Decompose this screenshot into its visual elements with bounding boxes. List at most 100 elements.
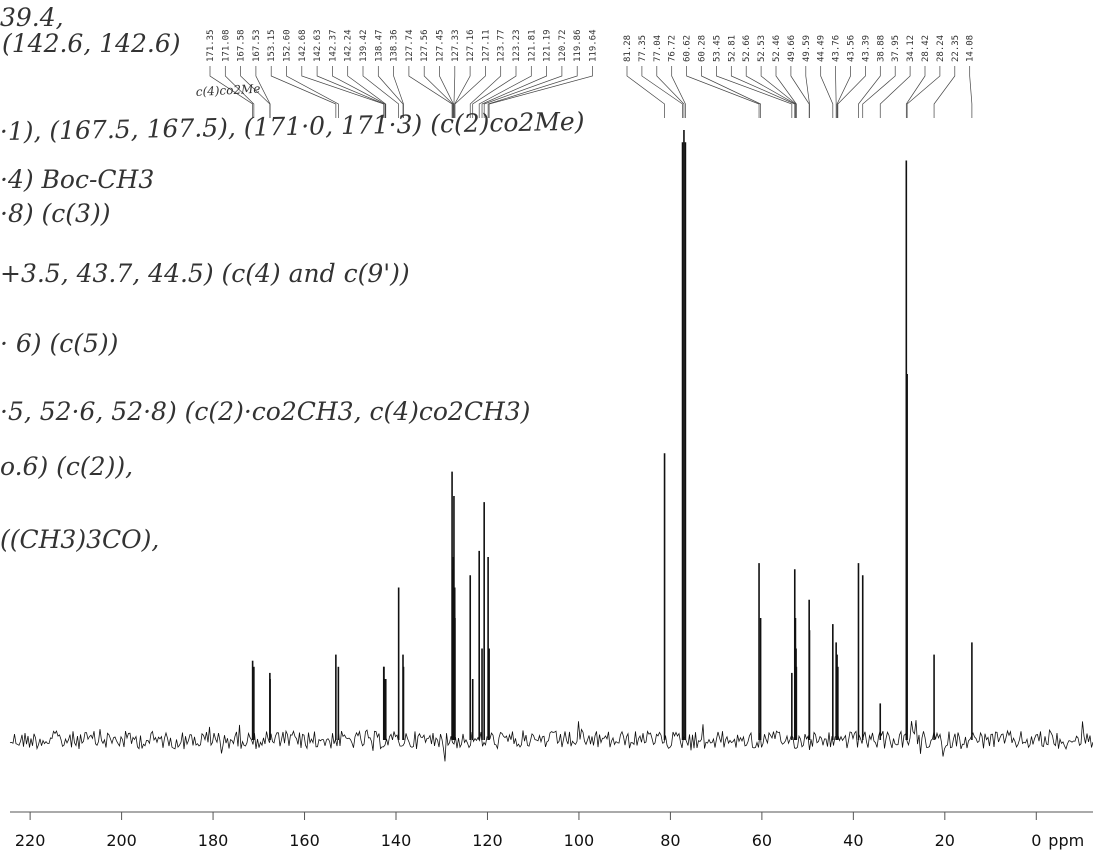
annotation: ·4) Boc-CH3	[0, 165, 154, 194]
peak-leader	[224, 66, 255, 118]
peak-leader	[745, 66, 796, 118]
x-tick-label: 220	[15, 831, 46, 850]
peak-leader	[472, 66, 517, 118]
peak-leader	[347, 66, 387, 118]
annotation: 39.4,	[0, 3, 64, 32]
peak-label: 14.08	[966, 35, 976, 62]
peak-label: 43.76	[832, 35, 842, 62]
peak-leader	[701, 66, 761, 118]
peak-label: 127.74	[405, 29, 415, 62]
peak-leader	[837, 66, 866, 118]
peak-leader	[969, 66, 973, 118]
peak-leader	[439, 66, 454, 118]
peak-leader	[478, 66, 532, 118]
x-tick-label: 80	[660, 831, 680, 850]
x-tick-label: 20	[935, 831, 955, 850]
peak-label: 76.72	[668, 35, 678, 62]
peak-label: 22.35	[951, 35, 961, 62]
peak-label: 152.60	[283, 29, 293, 62]
peak-label: 139.42	[359, 29, 369, 62]
peak-leader	[483, 66, 563, 118]
peak-label: 153.15	[267, 29, 277, 62]
peak-label: 127.16	[466, 29, 476, 62]
peak-label: 28.24	[936, 35, 946, 62]
x-tick-label: 140	[381, 831, 412, 850]
peak-leader	[377, 66, 404, 118]
peak-label: 60.28	[698, 35, 708, 62]
annotation: ·1), (167.5, 167.5), (171·0, 171·3) (c(2…	[0, 107, 585, 146]
x-tick-label: 160	[289, 831, 320, 850]
x-tick-label: 0	[1031, 831, 1041, 850]
peak-leader	[469, 66, 502, 118]
annotation: o.6) (c(2)),	[0, 452, 133, 481]
peak-label: 37.95	[891, 35, 901, 62]
peak-label: 119.64	[589, 29, 599, 62]
peak-label: 121.19	[543, 29, 553, 62]
peak-label: 52.81	[727, 35, 737, 62]
peak-leader	[905, 66, 926, 118]
peak-label: 81.28	[623, 35, 633, 62]
x-tick-label: 40	[843, 831, 863, 850]
peak-label: 77.35	[638, 35, 648, 62]
peak-label: 167.58	[237, 29, 247, 62]
x-tick-label: 180	[198, 831, 229, 850]
peak-label: 34.12	[906, 35, 916, 62]
peak-leader	[858, 66, 881, 118]
annotation: (142.6, 142.6)	[2, 29, 181, 58]
peak-label: 119.86	[573, 29, 583, 62]
peak-leader	[836, 66, 851, 118]
peak-leader	[453, 66, 456, 118]
peak-label: 142.37	[328, 29, 338, 62]
annotation: · 6) (c(5))	[0, 329, 118, 358]
peak-leader	[641, 66, 683, 118]
baseline-noise	[9, 720, 1093, 762]
peak-label: 52.53	[757, 35, 767, 62]
x-tick-label: 60	[752, 831, 772, 850]
peak-label: 49.59	[802, 35, 812, 62]
peak-label: 52.46	[772, 35, 782, 62]
peak-label: 142.24	[344, 29, 354, 62]
peak-label: 138.36	[390, 29, 400, 62]
peak-label: 53.45	[712, 35, 722, 62]
peak-leader	[408, 66, 453, 118]
peak-label: 44.49	[817, 35, 827, 62]
peak-leader	[730, 66, 796, 118]
peak-leader	[656, 66, 685, 118]
peak-label: 142.68	[298, 29, 308, 62]
peak-label: 52.66	[742, 35, 752, 62]
peak-leader	[316, 66, 385, 118]
peak-label: 43.39	[861, 35, 871, 62]
peak-leader	[481, 66, 547, 118]
peak-leader	[879, 66, 911, 118]
peak-label: 38.88	[876, 35, 886, 62]
peak-leader	[488, 66, 593, 118]
annotation: ((CH3)3CO),	[0, 525, 159, 554]
peak-leader	[332, 66, 386, 118]
peak-label: 167.53	[252, 29, 262, 62]
peak-label: 28.42	[921, 35, 931, 62]
peak-label: 127.56	[420, 29, 430, 62]
peak-leader	[270, 66, 337, 118]
peak-leader	[775, 66, 797, 118]
peak-label: 123.23	[512, 29, 522, 62]
peak-leader	[906, 66, 941, 118]
peak-leader	[454, 66, 486, 118]
x-unit: ppm	[1048, 831, 1084, 850]
peak-leader	[286, 66, 339, 118]
peak-leader	[820, 66, 834, 118]
peak-leader	[862, 66, 896, 118]
peak-label: 171.08	[221, 29, 231, 62]
peak-label: 77.04	[653, 35, 663, 62]
peak-leader	[805, 66, 810, 118]
peak-label: 127.45	[436, 29, 446, 62]
x-tick-label: 200	[106, 831, 137, 850]
peak-leader	[362, 66, 400, 118]
peak-leader	[423, 66, 454, 118]
annotation: c(4)co2Me	[195, 82, 260, 99]
peak-label: 123.77	[497, 29, 507, 62]
peak-leader	[209, 66, 253, 118]
annotation: ·8) (c(3))	[0, 199, 110, 228]
peak-label: 127.11	[481, 29, 491, 62]
